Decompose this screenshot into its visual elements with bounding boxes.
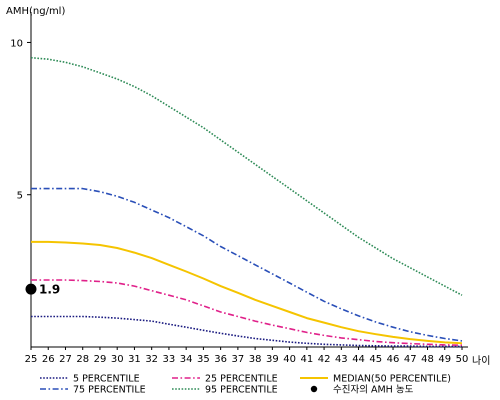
x-axis-title: 나이 [472,355,490,367]
series-line-3 [31,187,463,342]
x-tick-label: 36 [214,354,227,365]
x-tick-label: 27 [59,354,72,365]
legend-label-4: 95 PERCENTILE [205,385,278,396]
x-tick-label: 35 [197,354,210,365]
x-tick-label: 31 [128,354,141,365]
x-tick-label: 43 [335,354,348,365]
series-line-4 [30,56,463,296]
x-tick-label: 37 [232,354,245,365]
x-tick-label: 38 [249,354,262,365]
legend-label-1: 25 PERCENTILE [205,374,278,385]
x-tick-label: 25 [25,354,38,365]
series-line-2 [31,240,463,345]
legend-marker-label: 수진자의 AMH 농도 [333,385,414,396]
x-tick-label: 42 [318,354,331,365]
x-tick-label: 32 [145,354,158,365]
legend-marker-swatch [310,385,318,393]
series-layer [30,56,463,348]
y-tick-label: 5 [17,191,23,202]
legend-label-3: 75 PERCENTILE [73,385,146,396]
x-tick-label: 45 [369,354,382,365]
legend: 5 PERCENTILE 25 PERCENTILE MEDIAN(50 PERCE… [40,374,451,396]
y-axis-title: AMH(ng/ml) [6,6,65,17]
x-tick-label: 46 [387,354,400,365]
x-tick-label: 40 [283,354,296,365]
x-tick-label: 50 [456,354,469,365]
patient-amh-label: 1.9 [39,283,60,297]
patient-amh-point [25,283,37,295]
x-tick-label: 30 [111,354,124,365]
x-tick-label: 49 [438,354,451,365]
x-tick-label: 41 [300,354,313,365]
y-tick-label: 10 [10,38,23,49]
x-tick-label: 26 [42,354,55,365]
x-tick-label: 48 [421,354,434,365]
x-tick-label: 39 [266,354,279,365]
x-tick-label: 44 [352,354,365,365]
legend-label-2: MEDIAN(50 PERCENTILE) [333,374,451,385]
series-line-0 [31,315,462,348]
x-tick-label: 34 [180,354,193,365]
axes: 5 10 25 26 27 28 29 30 31 32 33 34 35 36 37 38 39 40 41 42 4… [10,12,468,365]
x-tick-label: 33 [163,354,176,365]
marker-layer: 1.9 [25,283,60,297]
series-line-1 [31,279,463,346]
x-tick-label: 28 [76,354,89,365]
x-tick-label: 47 [404,354,417,365]
x-tick-label: 29 [94,354,107,365]
legend-label-0: 5 PERCENTILE [73,374,140,385]
